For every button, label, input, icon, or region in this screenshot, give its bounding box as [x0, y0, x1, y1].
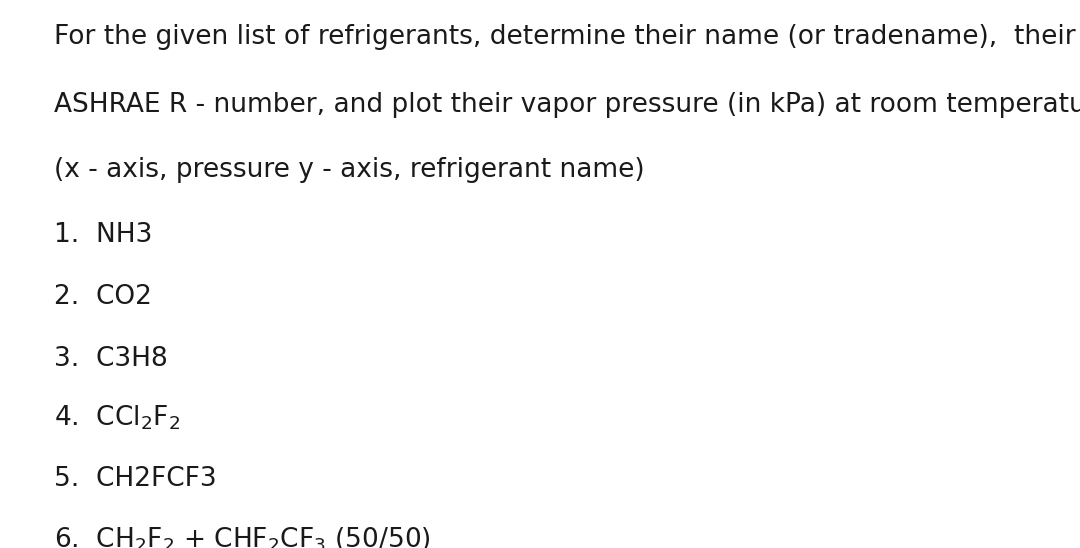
Text: 3.  C3H8: 3. C3H8 [54, 346, 167, 372]
Text: 4.  $\mathregular{CCl_2F_2}$: 4. $\mathregular{CCl_2F_2}$ [54, 403, 180, 432]
Text: ASHRAE R - number, and plot their vapor pressure (in kPa) at room temperature.: ASHRAE R - number, and plot their vapor … [54, 92, 1080, 118]
Text: 5.  CH2FCF3: 5. CH2FCF3 [54, 466, 217, 492]
Text: (x - axis, pressure y - axis, refrigerant name): (x - axis, pressure y - axis, refrigeran… [54, 157, 645, 183]
Text: 1.  NH3: 1. NH3 [54, 222, 152, 248]
Text: For the given list of refrigerants, determine their name (or tradename),  their: For the given list of refrigerants, dete… [54, 24, 1076, 50]
Text: 2.  CO2: 2. CO2 [54, 284, 152, 310]
Text: 6.  $\mathregular{CH_2F_2}$ + $\mathregular{CHF_2CF_3}$ (50/50): 6. $\mathregular{CH_2F_2}$ + $\mathregul… [54, 526, 431, 548]
